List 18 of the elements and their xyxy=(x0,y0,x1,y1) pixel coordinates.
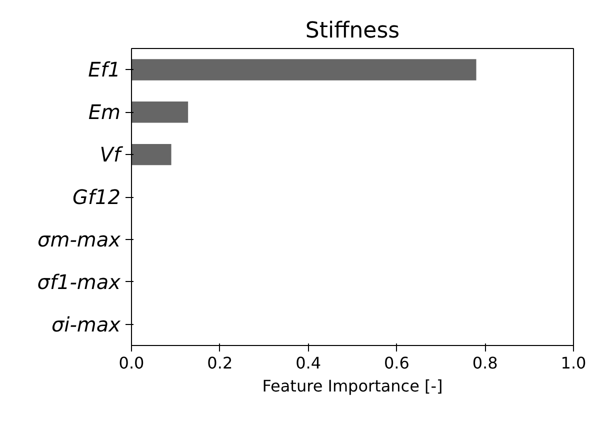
x-tick-label: 0.8 xyxy=(472,354,498,372)
y-tick-label: Em xyxy=(88,100,121,124)
y-tick-label: σm-max xyxy=(38,227,121,252)
bar xyxy=(132,144,172,166)
x-tick-label: 0.2 xyxy=(207,354,233,372)
chart-title: Stiffness xyxy=(305,18,400,44)
x-tick-label: 0.6 xyxy=(384,354,410,372)
y-tick-label: σi-max xyxy=(51,312,121,336)
x-tick-label: 1.0 xyxy=(560,354,586,372)
y-tick-label: σf1-max xyxy=(37,270,121,294)
bar xyxy=(132,59,476,80)
x-tick-label: 0.4 xyxy=(296,354,322,372)
x-tick-label: 0.0 xyxy=(118,354,144,372)
y-tick-label: Gf12 xyxy=(72,185,121,209)
y-tick-label: Vf xyxy=(100,142,124,167)
bar xyxy=(132,102,188,123)
y-tick-label: Ef1 xyxy=(88,58,121,82)
x-axis-title: Feature Importance [-] xyxy=(262,376,443,396)
